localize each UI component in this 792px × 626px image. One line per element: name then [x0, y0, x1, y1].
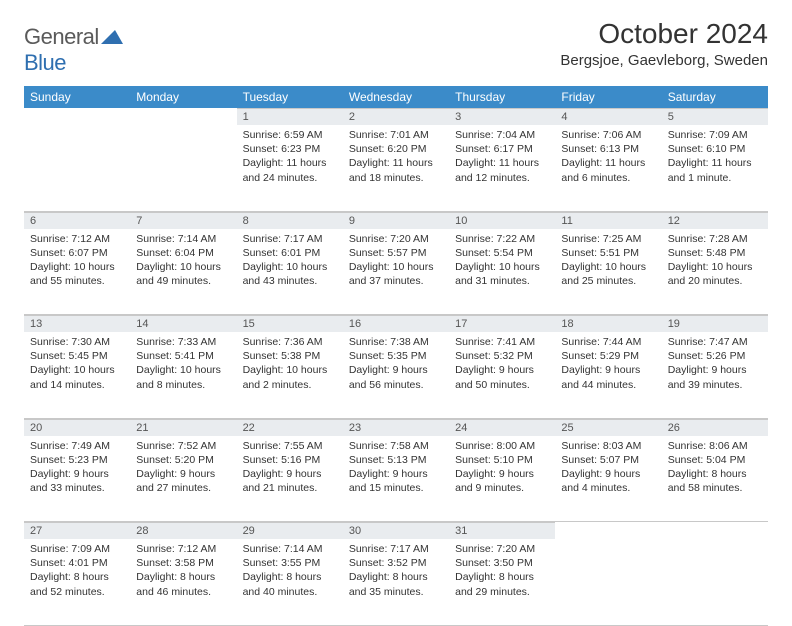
- day-header: Wednesday: [343, 86, 449, 108]
- day-header: Thursday: [449, 86, 555, 108]
- week-number-row: 20212223242526: [24, 418, 768, 436]
- logo-text-general: General: [24, 24, 99, 49]
- week-content-row: Sunrise: 6:59 AMSunset: 6:23 PMDaylight:…: [24, 125, 768, 211]
- title-block: October 2024 Bergsjoe, Gaevleborg, Swede…: [560, 18, 768, 69]
- day-header: Friday: [555, 86, 661, 108]
- week-content-row: Sunrise: 7:12 AMSunset: 6:07 PMDaylight:…: [24, 229, 768, 315]
- day-number: 21: [130, 419, 236, 436]
- week-content-row: Sunrise: 7:30 AMSunset: 5:45 PMDaylight:…: [24, 332, 768, 418]
- day-number: 7: [130, 212, 236, 229]
- day-cell: Sunrise: 7:49 AMSunset: 5:23 PMDaylight:…: [24, 436, 130, 500]
- day-cell: Sunrise: 7:52 AMSunset: 5:20 PMDaylight:…: [130, 436, 236, 500]
- day-number: 12: [662, 212, 768, 229]
- day-number: 15: [237, 315, 343, 332]
- day-cell: Sunrise: 7:38 AMSunset: 5:35 PMDaylight:…: [343, 332, 449, 396]
- logo: General Blue: [24, 18, 123, 76]
- day-cell: Sunrise: 7:20 AMSunset: 3:50 PMDaylight:…: [449, 539, 555, 603]
- day-number: 5: [662, 108, 768, 125]
- day-number: 1: [237, 108, 343, 125]
- day-number: 10: [449, 212, 555, 229]
- day-cell: Sunrise: 7:09 AMSunset: 6:10 PMDaylight:…: [662, 125, 768, 189]
- day-number: 6: [24, 212, 130, 229]
- day-number: 2: [343, 108, 449, 125]
- day-number: 11: [555, 212, 661, 229]
- day-cell: Sunrise: 7:17 AMSunset: 6:01 PMDaylight:…: [237, 229, 343, 293]
- day-cell: Sunrise: 7:44 AMSunset: 5:29 PMDaylight:…: [555, 332, 661, 396]
- day-number: 30: [343, 522, 449, 539]
- day-cell: Sunrise: 7:33 AMSunset: 5:41 PMDaylight:…: [130, 332, 236, 396]
- calendar-table: Sunday Monday Tuesday Wednesday Thursday…: [24, 86, 768, 626]
- day-cell: Sunrise: 7:41 AMSunset: 5:32 PMDaylight:…: [449, 332, 555, 396]
- day-header: Sunday: [24, 86, 130, 108]
- day-cell: Sunrise: 7:30 AMSunset: 5:45 PMDaylight:…: [24, 332, 130, 396]
- logo-text-blue: Blue: [24, 50, 66, 75]
- day-number: 28: [130, 522, 236, 539]
- header: General Blue October 2024 Bergsjoe, Gaev…: [24, 18, 768, 76]
- day-header: Monday: [130, 86, 236, 108]
- day-cell: Sunrise: 7:28 AMSunset: 5:48 PMDaylight:…: [662, 229, 768, 293]
- day-number: 22: [237, 419, 343, 436]
- day-number: 13: [24, 315, 130, 332]
- day-cell: Sunrise: 7:04 AMSunset: 6:17 PMDaylight:…: [449, 125, 555, 189]
- week-number-row: 13141516171819: [24, 315, 768, 333]
- day-number: 26: [662, 419, 768, 436]
- day-cell: Sunrise: 7:47 AMSunset: 5:26 PMDaylight:…: [662, 332, 768, 396]
- day-number: 24: [449, 419, 555, 436]
- day-cell: Sunrise: 7:20 AMSunset: 5:57 PMDaylight:…: [343, 229, 449, 293]
- day-cell: Sunrise: 7:12 AMSunset: 6:07 PMDaylight:…: [24, 229, 130, 293]
- day-number: 8: [237, 212, 343, 229]
- day-number: 20: [24, 419, 130, 436]
- day-number: 23: [343, 419, 449, 436]
- day-cell: Sunrise: 7:14 AMSunset: 3:55 PMDaylight:…: [237, 539, 343, 603]
- week-number-row: 2728293031: [24, 522, 768, 540]
- day-number: 4: [555, 108, 661, 125]
- day-cell: Sunrise: 6:59 AMSunset: 6:23 PMDaylight:…: [237, 125, 343, 189]
- day-number: 17: [449, 315, 555, 332]
- day-number: 9: [343, 212, 449, 229]
- day-number: 3: [449, 108, 555, 125]
- day-cell: Sunrise: 7:25 AMSunset: 5:51 PMDaylight:…: [555, 229, 661, 293]
- day-number: 18: [555, 315, 661, 332]
- week-number-row: 12345: [24, 108, 768, 125]
- day-cell: Sunrise: 7:14 AMSunset: 6:04 PMDaylight:…: [130, 229, 236, 293]
- day-cell: Sunrise: 7:55 AMSunset: 5:16 PMDaylight:…: [237, 436, 343, 500]
- day-number: 19: [662, 315, 768, 332]
- day-cell: Sunrise: 7:58 AMSunset: 5:13 PMDaylight:…: [343, 436, 449, 500]
- week-content-row: Sunrise: 7:49 AMSunset: 5:23 PMDaylight:…: [24, 436, 768, 522]
- day-number: 31: [449, 522, 555, 539]
- page-title: October 2024: [560, 18, 768, 50]
- day-cell: Sunrise: 8:03 AMSunset: 5:07 PMDaylight:…: [555, 436, 661, 500]
- day-cell: Sunrise: 7:06 AMSunset: 6:13 PMDaylight:…: [555, 125, 661, 189]
- week-number-row: 6789101112: [24, 211, 768, 229]
- day-cell: Sunrise: 8:00 AMSunset: 5:10 PMDaylight:…: [449, 436, 555, 500]
- day-header-row: Sunday Monday Tuesday Wednesday Thursday…: [24, 86, 768, 108]
- day-cell: Sunrise: 7:36 AMSunset: 5:38 PMDaylight:…: [237, 332, 343, 396]
- day-cell: Sunrise: 7:09 AMSunset: 4:01 PMDaylight:…: [24, 539, 130, 603]
- day-number: 14: [130, 315, 236, 332]
- logo-triangle-icon: [101, 30, 123, 44]
- week-content-row: Sunrise: 7:09 AMSunset: 4:01 PMDaylight:…: [24, 539, 768, 625]
- day-header: Tuesday: [237, 86, 343, 108]
- day-cell: Sunrise: 7:22 AMSunset: 5:54 PMDaylight:…: [449, 229, 555, 293]
- day-cell: Sunrise: 8:06 AMSunset: 5:04 PMDaylight:…: [662, 436, 768, 500]
- day-number: 25: [555, 419, 661, 436]
- day-number: 29: [237, 522, 343, 539]
- day-cell: Sunrise: 7:01 AMSunset: 6:20 PMDaylight:…: [343, 125, 449, 189]
- location: Bergsjoe, Gaevleborg, Sweden: [560, 52, 768, 69]
- day-number: 16: [343, 315, 449, 332]
- day-header: Saturday: [662, 86, 768, 108]
- day-number: 27: [24, 522, 130, 539]
- day-cell: Sunrise: 7:12 AMSunset: 3:58 PMDaylight:…: [130, 539, 236, 603]
- day-cell: Sunrise: 7:17 AMSunset: 3:52 PMDaylight:…: [343, 539, 449, 603]
